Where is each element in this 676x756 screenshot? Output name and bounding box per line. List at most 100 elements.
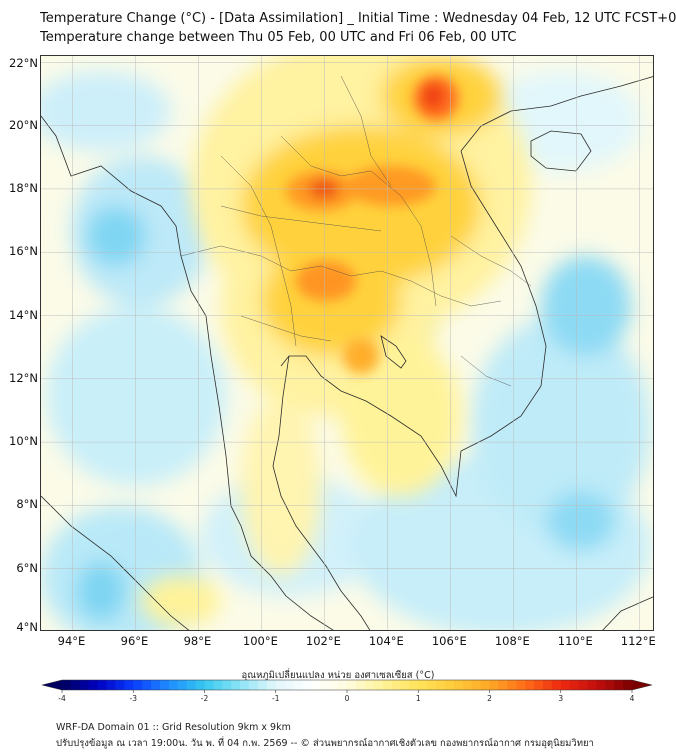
cool-area-nw [41, 71, 171, 151]
colorbar-segment [382, 680, 392, 690]
graticule [41, 56, 653, 630]
colorbar-segment [516, 680, 526, 690]
colorbar-segment [151, 680, 161, 690]
colorbar-segment [266, 680, 277, 690]
hainan-coast [530, 130, 592, 172]
temperature-change-map [41, 56, 653, 630]
warm-area-laos [241, 126, 481, 286]
cool-core-scs-south [546, 491, 616, 551]
warm-area-sumatra [141, 576, 221, 626]
gulf-of-thailand-coast [280, 76, 653, 498]
colorbar-title: อุณหภูมิเปลี่ยนแปลง หน่วย องศาเซลเซียส (… [241, 670, 435, 681]
colorbar-tick-label: 1 [415, 694, 421, 703]
colorbar-segment [97, 680, 107, 690]
colorbar-tick-label: -4 [58, 694, 66, 703]
colorbar-segment [133, 680, 143, 690]
colorbar-segment [623, 680, 633, 690]
coastlines [41, 76, 653, 630]
latitude-label: 8°N [16, 497, 38, 512]
colorbar-tick-label: 2 [487, 694, 492, 703]
colorbar-segment [275, 680, 286, 690]
warm-area-peninsula [241, 396, 321, 576]
colorbar-tick-label: -3 [129, 694, 137, 703]
colorbar-segment [418, 680, 428, 690]
hot-core-2 [423, 84, 443, 108]
longitude-label: 108°E [494, 634, 530, 648]
colorbar-segment [391, 680, 401, 690]
chart-title: Temperature Change (°C) - [Data Assimila… [40, 11, 676, 26]
colorbar-segment [542, 680, 553, 690]
colorbar-segment [427, 680, 437, 690]
colorbar-segment [115, 680, 125, 690]
chart-subtitle: Temperature change between Thu 05 Feb, 0… [40, 30, 517, 45]
colorbar-segment [249, 680, 259, 690]
longitude-label: 112°E [620, 634, 656, 648]
colorbar-segment [614, 680, 624, 690]
colorbar-segment [302, 680, 312, 690]
colorbar-segment [534, 680, 544, 690]
colorbar-segment [551, 680, 562, 690]
latitude-label: 18°N [9, 180, 38, 195]
colorbar-segment [79, 680, 90, 690]
colorbar-segment [106, 680, 116, 690]
warm-area-cambodia [341, 336, 461, 496]
colorbar-max-extend [632, 680, 652, 690]
border-8 [460, 355, 512, 387]
colorbar-segment [240, 680, 250, 690]
colorbar-segment [329, 680, 339, 690]
latitude-label: 6°N [16, 560, 38, 575]
border-2 [220, 155, 297, 347]
colorbar-segment [195, 680, 205, 690]
latitude-label: 4°N [16, 620, 38, 634]
cool-core-sw [76, 561, 126, 621]
colorbar-tick-label: -2 [200, 694, 209, 703]
colorbar-segment [124, 680, 134, 690]
colorbar-segment [453, 680, 464, 690]
colorbar-segment [213, 680, 223, 690]
colorbar-segment [347, 680, 357, 690]
colorbar-segment [471, 680, 481, 690]
longitude-label: 104°E [368, 634, 404, 648]
cool-area-andaman [46, 306, 226, 486]
colorbar-segment [605, 680, 615, 690]
map-panel [40, 55, 654, 631]
hot-area-4 [296, 261, 356, 301]
cool-core-scs [541, 256, 631, 356]
mainland-coast [41, 115, 334, 630]
border-5 [220, 205, 382, 232]
tonle-sap [380, 335, 407, 369]
colorbar-segment [507, 680, 517, 690]
sumatra-coast [41, 495, 190, 630]
colorbar-segment [177, 680, 188, 690]
colorbar-segment [62, 680, 72, 690]
colorbar-segment [560, 680, 571, 690]
colorbar-segment [70, 680, 81, 690]
colorbar-segment [142, 680, 152, 690]
colorbar-segment [311, 680, 321, 690]
colorbar-segment [373, 680, 384, 690]
colorbar-segment [587, 680, 597, 690]
colorbar [41, 679, 653, 693]
colorbar-segment [204, 680, 214, 690]
colorbar-segment [596, 680, 606, 690]
latitude-label: 22°N [9, 56, 38, 70]
colorbar-tick-label: 4 [629, 694, 635, 703]
colorbar-segment [578, 680, 588, 690]
latitude-label: 20°N [9, 117, 38, 132]
colorbar-segment [159, 680, 170, 690]
colorbar-segment [186, 680, 196, 690]
colorbar-segment [489, 680, 499, 690]
longitude-label: 110°E [557, 634, 593, 648]
border-3 [280, 135, 437, 307]
colorbar-segment [88, 680, 99, 690]
colorbar-segment [480, 680, 490, 690]
colorbar-tick-label: 3 [558, 694, 564, 703]
latitude-label: 14°N [9, 307, 38, 322]
latitude-label: 10°N [9, 434, 38, 449]
cool-core-bay [86, 206, 146, 266]
latitude-label: 16°N [9, 244, 38, 259]
cool-area-scs [471, 316, 651, 536]
longitude-label: 96°E [120, 634, 149, 648]
colorbar-segment [231, 680, 241, 690]
peninsula-east-coast [272, 355, 371, 630]
